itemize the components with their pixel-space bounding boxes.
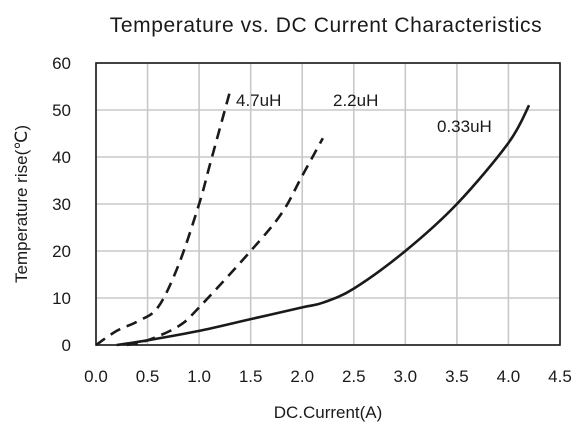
y-axis-ticks: 0 10 20 30 40 50 60 xyxy=(52,54,71,355)
series-line-4.7uH xyxy=(95,90,232,347)
x-tick-label: 4.5 xyxy=(548,367,572,386)
series-line-0.33uH xyxy=(116,104,531,347)
x-tick-label: 0.0 xyxy=(84,367,108,386)
x-axis-label: DC.Current(A) xyxy=(274,403,383,422)
x-tick-label: 1.5 xyxy=(239,367,263,386)
x-tick-label: 2.5 xyxy=(342,367,366,386)
y-tick-label: 0 xyxy=(62,336,71,355)
x-tick-label: 3.0 xyxy=(394,367,418,386)
x-tick-label: 4.0 xyxy=(497,367,521,386)
series-lines xyxy=(95,90,531,347)
y-tick-label: 20 xyxy=(52,242,71,261)
series-label-0.33uH: 0.33uH xyxy=(437,117,492,136)
y-tick-label: 30 xyxy=(52,195,71,214)
series-label-4.7uH: 4.7uH xyxy=(236,91,281,110)
x-tick-label: 3.5 xyxy=(445,367,469,386)
y-tick-label: 50 xyxy=(52,101,71,120)
chart-title: Temperature vs. DC Current Characteristi… xyxy=(110,14,543,37)
y-tick-label: 60 xyxy=(52,54,71,73)
series-labels: 4.7uH 2.2uH 0.33uH xyxy=(236,91,492,136)
y-axis-label: Temperature rise(℃) xyxy=(12,125,31,283)
x-axis-ticks: 0.0 0.5 1.0 1.5 2.0 2.5 3.0 3.5 4.0 4.5 xyxy=(84,367,572,386)
x-tick-label: 2.0 xyxy=(290,367,314,386)
y-tick-label: 10 xyxy=(52,289,71,308)
plot-frame xyxy=(95,62,561,346)
x-tick-label: 1.0 xyxy=(187,367,211,386)
x-tick-label: 0.5 xyxy=(136,367,160,386)
series-label-2.2uH: 2.2uH xyxy=(333,91,378,110)
grid xyxy=(95,62,561,346)
series-line-2.2uH xyxy=(126,137,324,347)
y-tick-label: 40 xyxy=(52,148,71,167)
